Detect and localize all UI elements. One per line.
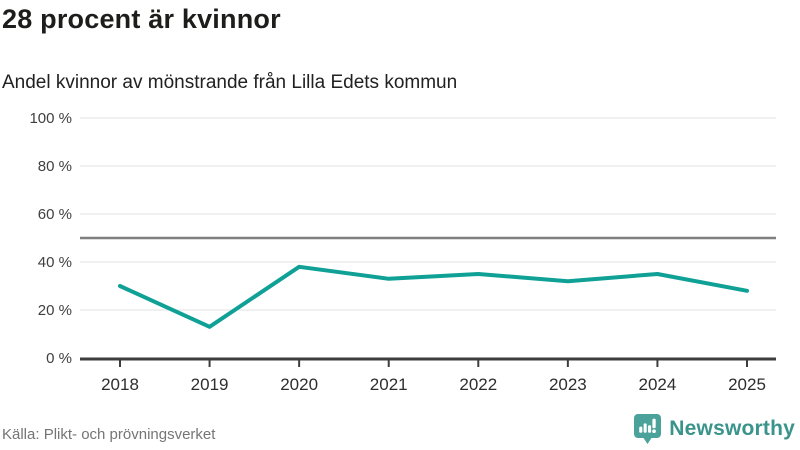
y-tick-label: 0 % bbox=[46, 350, 72, 367]
line-chart-svg: 0 % 20 % 40 % 60 % 80 % 100 % 2018 2019 2020 2021… bbox=[29, 110, 776, 394]
x-tick-label: 2021 bbox=[370, 375, 408, 394]
y-tick-label: 100 % bbox=[29, 110, 72, 127]
x-tick-label: 2024 bbox=[639, 375, 677, 394]
newsworthy-icon bbox=[634, 414, 662, 444]
chart-subtitle: Andel kvinnor av mönstrande från Lilla E… bbox=[2, 72, 458, 93]
y-tick-label: 20 % bbox=[38, 302, 72, 319]
x-tick-label: 2022 bbox=[459, 375, 497, 394]
y-tick-label: 40 % bbox=[38, 254, 72, 271]
x-tick-label: 2018 bbox=[101, 375, 139, 394]
newsworthy-logo: Newsworthy bbox=[633, 413, 795, 445]
x-tick-label: 2020 bbox=[280, 375, 318, 394]
x-tick-label: 2019 bbox=[191, 375, 229, 394]
data-line bbox=[118, 264, 749, 329]
y-tick-label: 60 % bbox=[38, 206, 72, 223]
source-note: Källa: Plikt- och prövningsverket bbox=[2, 426, 216, 443]
newsworthy-wordmark: Newsworthy bbox=[669, 417, 795, 440]
y-tick-label: 80 % bbox=[38, 158, 72, 175]
x-tick-label: 2023 bbox=[549, 375, 587, 394]
chart-title: 28 procent är kvinnor bbox=[2, 4, 281, 34]
x-tick-label: 2025 bbox=[728, 375, 766, 394]
